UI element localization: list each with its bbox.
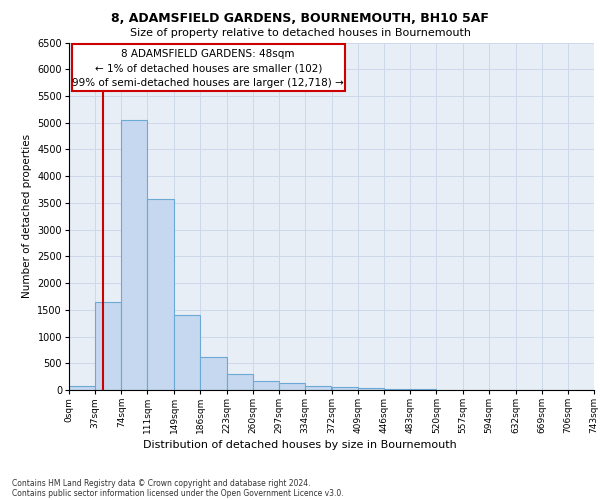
Text: 99% of semi-detached houses are larger (12,718) →: 99% of semi-detached houses are larger (… [73,78,344,88]
Bar [174,315,200,390]
Bar [253,382,279,390]
Y-axis label: Number of detached properties: Number of detached properties [22,134,32,298]
Bar [95,302,121,390]
Text: Size of property relative to detached houses in Bournemouth: Size of property relative to detached ho… [130,28,470,38]
Bar [384,389,410,390]
Bar [358,388,384,390]
Bar [69,386,95,390]
Text: 8, ADAMSFIELD GARDENS, BOURNEMOUTH, BH10 5AF: 8, ADAMSFIELD GARDENS, BOURNEMOUTH, BH10… [111,12,489,26]
Bar [332,387,358,390]
Bar [227,374,253,390]
Bar [279,383,305,390]
Bar [121,120,148,390]
Bar [305,386,331,390]
Text: ← 1% of detached houses are smaller (102): ← 1% of detached houses are smaller (102… [95,64,322,74]
Text: Distribution of detached houses by size in Bournemouth: Distribution of detached houses by size … [143,440,457,450]
FancyBboxPatch shape [72,44,344,90]
Text: 8 ADAMSFIELD GARDENS: 48sqm: 8 ADAMSFIELD GARDENS: 48sqm [121,49,295,59]
Text: Contains HM Land Registry data © Crown copyright and database right 2024.: Contains HM Land Registry data © Crown c… [12,478,311,488]
Bar [200,358,227,390]
Bar [148,198,173,390]
Text: Contains public sector information licensed under the Open Government Licence v3: Contains public sector information licen… [12,488,344,498]
